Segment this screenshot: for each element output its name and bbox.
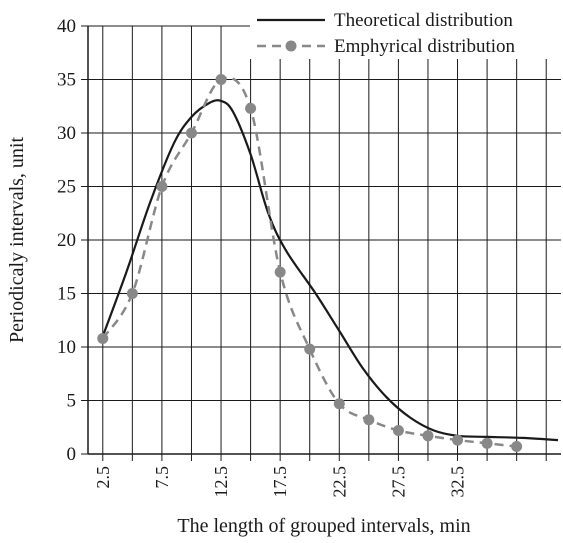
y-tick-label: 0 bbox=[67, 444, 77, 465]
y-tick-label: 10 bbox=[57, 337, 76, 358]
y-tick-label: 35 bbox=[57, 70, 76, 91]
data-point bbox=[97, 332, 109, 344]
grid bbox=[88, 25, 561, 455]
series-layer bbox=[97, 74, 559, 453]
x-tick-label: 7.5 bbox=[152, 466, 172, 489]
x-tick-label: 27.5 bbox=[388, 466, 408, 498]
y-axis-label: Periodicaly intervals, unit bbox=[6, 137, 28, 344]
data-point bbox=[363, 414, 375, 426]
legend-label-2: Emphyrical distribution bbox=[334, 36, 516, 57]
legend: Theoretical distribution Emphyrical distr… bbox=[250, 7, 563, 59]
data-point bbox=[304, 343, 316, 355]
x-tick-label: 17.5 bbox=[270, 466, 290, 498]
data-point bbox=[274, 266, 286, 278]
y-tick-label: 20 bbox=[57, 230, 76, 251]
legend-marker bbox=[285, 40, 297, 52]
x-axis-label: The length of grouped intervals, min bbox=[177, 515, 470, 537]
x-tick-label: 2.5 bbox=[93, 466, 113, 489]
data-point bbox=[392, 424, 404, 436]
data-point bbox=[185, 127, 197, 139]
data-point bbox=[481, 437, 493, 449]
data-point bbox=[511, 441, 523, 453]
legend-label-1: Theoretical distribution bbox=[334, 10, 513, 31]
data-point bbox=[422, 430, 434, 442]
y-tick-label: 30 bbox=[57, 123, 76, 144]
x-tick-label: 22.5 bbox=[329, 466, 349, 498]
series-line-1 bbox=[101, 99, 559, 442]
data-point bbox=[215, 74, 227, 85]
x-tick-label: 12.5 bbox=[211, 466, 231, 498]
data-point bbox=[126, 288, 138, 299]
y-tick-label: 40 bbox=[57, 16, 76, 37]
data-point bbox=[452, 434, 464, 446]
data-point bbox=[245, 102, 257, 114]
y-tick-label: 25 bbox=[57, 177, 76, 198]
y-tick-label: 5 bbox=[67, 391, 77, 412]
data-point bbox=[156, 181, 168, 192]
y-tick-label: 15 bbox=[57, 284, 76, 305]
tick-layer: 0 5 10 15 20 25 30 35 40 2.5 7.5 12.5 17.5 22.5 27.5 32… bbox=[57, 16, 547, 498]
x-tick-label: 32.5 bbox=[448, 466, 468, 498]
data-point bbox=[333, 398, 345, 410]
series-line-2 bbox=[101, 76, 517, 448]
